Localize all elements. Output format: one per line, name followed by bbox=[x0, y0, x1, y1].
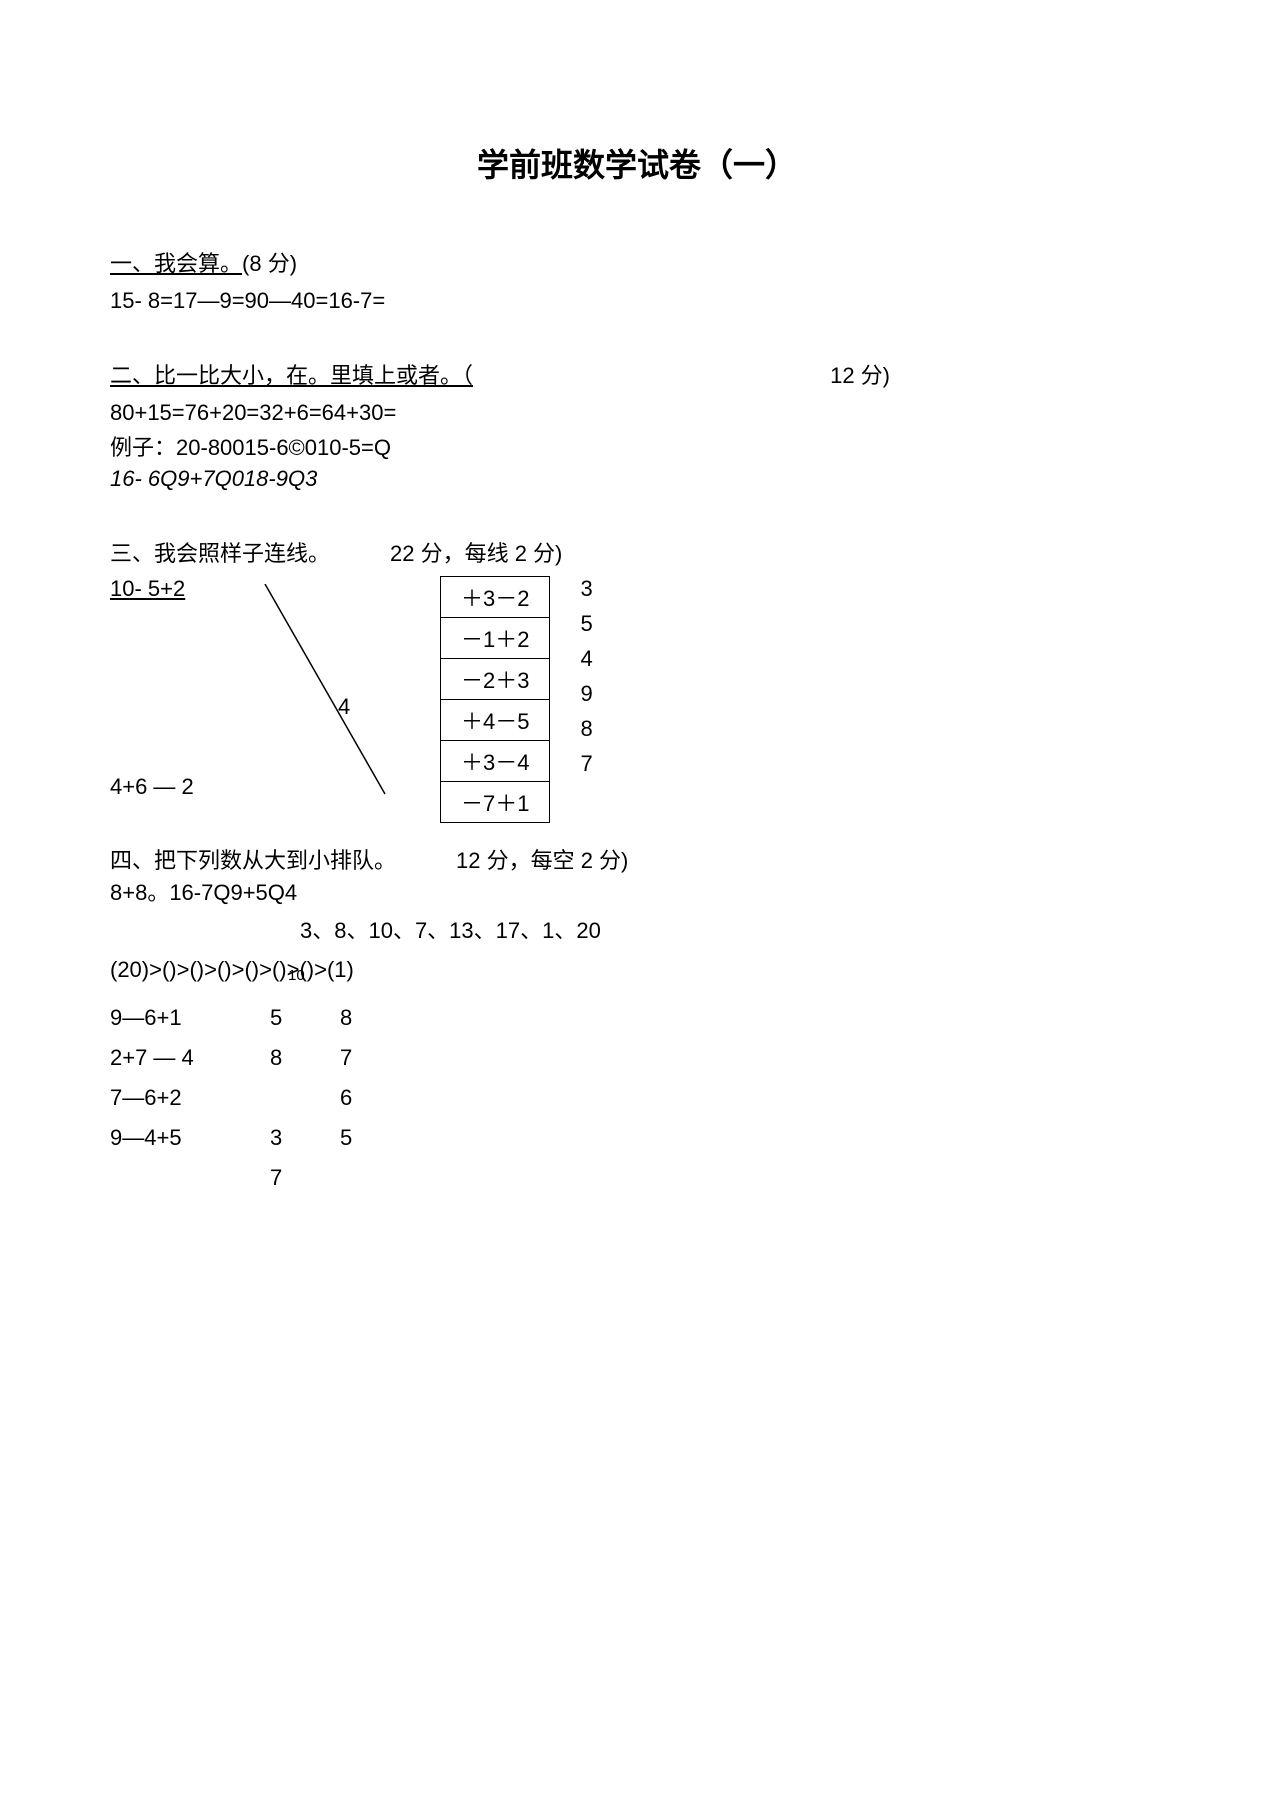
section2-line2: 例子：20-80015-6©010-5=Q bbox=[110, 430, 1164, 462]
grid-cell bbox=[340, 1165, 410, 1191]
section2-line2-rest: 20-80015-6©010-5=Q bbox=[176, 435, 391, 460]
section3-left-bottom: 4+6 — 2 bbox=[110, 774, 194, 800]
section2-example-prefix: 例子： bbox=[110, 435, 176, 460]
grid-cell: 3 bbox=[270, 1125, 340, 1151]
section4-grid: 9—6+1 5 8 2+7 — 4 8 7 7—6+2 6 9—4+5 3 5 … bbox=[110, 1005, 1164, 1191]
table-row: ＋4－5 bbox=[441, 700, 550, 741]
table-cell: －1＋2 bbox=[441, 618, 550, 659]
answer-value: 8 bbox=[580, 716, 592, 738]
section1-line1: 15- 8=17—9=90—40=16-7= bbox=[110, 288, 1164, 314]
answer-value: 9 bbox=[580, 681, 592, 703]
section4-points: 12 分，每空 2 分) bbox=[456, 843, 628, 875]
grid-cell: 8 bbox=[270, 1045, 340, 1071]
section3-title: 三、我会照样子连线。 bbox=[110, 536, 330, 568]
section3-body: 10- 5+2 4+6 — 2 4 ＋3－2 －1＋2 －2＋3 ＋4－5 ＋3… bbox=[110, 576, 1164, 823]
table-row: －7＋1 bbox=[441, 782, 550, 823]
answer-value: 7 bbox=[580, 751, 592, 773]
grid-cell: 2+7 — 4 bbox=[110, 1045, 270, 1071]
grid-cell: 7 bbox=[340, 1045, 410, 1071]
answer-value: 3 bbox=[580, 576, 592, 598]
grid-cell: 7—6+2 bbox=[110, 1085, 270, 1111]
section1-title: 一、我会算。 bbox=[110, 251, 242, 276]
table-row: ＋3－2 bbox=[441, 577, 550, 618]
section4-subline: 8+8。16-7Q9+5Q4 bbox=[110, 875, 1164, 907]
grid-cell: 9—6+1 bbox=[110, 1005, 270, 1031]
section4-header: 四、把下列数从大到小排队。 12 分，每空 2 分) bbox=[110, 843, 1164, 875]
grid-cell: 7 bbox=[270, 1165, 340, 1191]
section3-right: ＋3－2 －1＋2 －2＋3 ＋4－5 ＋3－4 －7＋1 3 5 4 9 8 … bbox=[440, 576, 593, 823]
section2-line3: 16- 6Q9+7Q018-9Q3 bbox=[110, 466, 1164, 492]
grid-cell bbox=[270, 1085, 340, 1111]
grid-row: 7—6+2 6 bbox=[110, 1085, 1164, 1111]
section3-answers: 3 5 4 9 8 7 bbox=[580, 576, 592, 823]
grid-cell bbox=[110, 1165, 270, 1191]
table-cell: ＋3－4 bbox=[441, 741, 550, 782]
section4-answer-line: (20)>()>()>()>()>()>()>(1) 10 bbox=[110, 957, 1164, 983]
answer-value: 4 bbox=[580, 646, 592, 668]
section3-left: 10- 5+2 4+6 — 2 4 bbox=[110, 576, 440, 823]
section3-mid-4: 4 bbox=[338, 694, 350, 720]
grid-row: 2+7 — 4 8 7 bbox=[110, 1045, 1164, 1071]
grid-cell: 8 bbox=[340, 1005, 410, 1031]
section4-answer-text: (20)>()>()>()>()>()>()>(1) bbox=[110, 957, 354, 982]
table-row: －2＋3 bbox=[441, 659, 550, 700]
table-row: －1＋2 bbox=[441, 618, 550, 659]
grid-row: 9—6+1 5 8 bbox=[110, 1005, 1164, 1031]
section2-line1: 80+15=76+20=32+6=64+30= bbox=[110, 400, 1164, 426]
page-title: 学前班数学试卷（一） bbox=[110, 140, 1164, 186]
section3-points: 22 分，每线 2 分) bbox=[390, 536, 562, 568]
section4-answer-sub: 10 bbox=[288, 967, 305, 984]
section1-points: (8 分) bbox=[242, 251, 297, 276]
grid-cell: 5 bbox=[270, 1005, 340, 1031]
grid-cell: 6 bbox=[340, 1085, 410, 1111]
table-cell: ＋4－5 bbox=[441, 700, 550, 741]
connector-line-icon bbox=[255, 584, 395, 804]
section2-points: 12 分) bbox=[830, 358, 890, 400]
grid-row: 9—4+5 3 5 bbox=[110, 1125, 1164, 1151]
section3-header: 三、我会照样子连线。 22 分，每线 2 分) bbox=[110, 536, 1164, 568]
section3-table: ＋3－2 －1＋2 －2＋3 ＋4－5 ＋3－4 －7＋1 bbox=[440, 576, 550, 823]
section2-header: 二、比一比大小，在。里填上或者。（ bbox=[110, 358, 473, 390]
section4-numbers: 3、8、10、7、13、17、1、20 bbox=[300, 913, 1164, 945]
section4-title: 四、把下列数从大到小排队。 bbox=[110, 843, 396, 875]
table-cell: －7＋1 bbox=[441, 782, 550, 823]
grid-cell: 9—4+5 bbox=[110, 1125, 270, 1151]
grid-cell: 5 bbox=[340, 1125, 410, 1151]
answer-value: 5 bbox=[580, 611, 592, 633]
section1-header: 一、我会算。(8 分) bbox=[110, 246, 1164, 278]
section2-header-row: 二、比一比大小，在。里填上或者。（ 12 分) bbox=[110, 358, 890, 400]
section2-title: 二、比一比大小，在。里填上或者。（ bbox=[110, 363, 473, 388]
table-cell: －2＋3 bbox=[441, 659, 550, 700]
table-row: ＋3－4 bbox=[441, 741, 550, 782]
table-cell: ＋3－2 bbox=[441, 577, 550, 618]
grid-row: 7 bbox=[110, 1165, 1164, 1191]
